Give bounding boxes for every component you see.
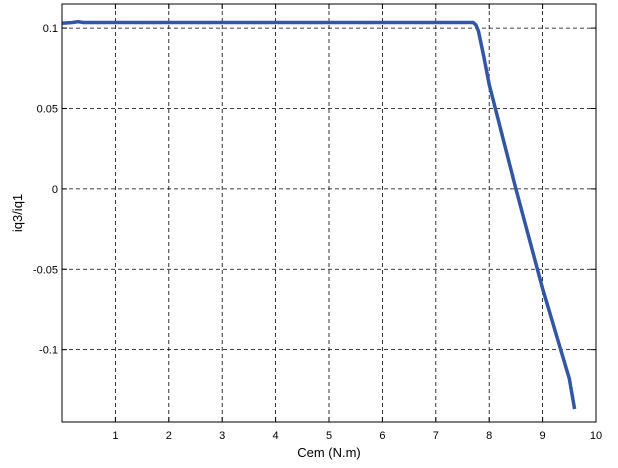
- x-tick-label: 1: [112, 430, 118, 442]
- x-tick-labels: 1 2 3 4 5 6 7 8 9 10: [112, 430, 602, 442]
- y-axis-label: iq3/iq1: [10, 194, 25, 232]
- series-group: [61, 19, 577, 410]
- grid-lines: [62, 4, 596, 422]
- y-tick-label: 0.05: [37, 104, 58, 116]
- y-tick-label: -0.05: [33, 264, 58, 276]
- y-tick-label: 0.1: [43, 23, 58, 35]
- series-line: [61, 19, 577, 410]
- y-tick-label: 0: [52, 184, 58, 196]
- y-tick-labels: 0.1 0.05 0 -0.05 -0.1: [33, 23, 58, 357]
- x-tick-label: 8: [486, 430, 492, 442]
- x-tick-label: 4: [273, 430, 279, 442]
- tick-marks: [62, 4, 597, 422]
- x-tick-label: 6: [379, 430, 385, 442]
- x-tick-label: 7: [433, 430, 439, 442]
- x-axis-label: Cem (N.m): [297, 445, 361, 460]
- x-tick-label: 9: [540, 430, 546, 442]
- x-tick-label: 3: [219, 430, 225, 442]
- y-tick-label: -0.1: [39, 345, 58, 357]
- x-tick-label: 2: [166, 430, 172, 442]
- x-tick-label: 5: [326, 430, 332, 442]
- x-tick-label: 10: [590, 430, 602, 442]
- plot-area: [62, 4, 596, 422]
